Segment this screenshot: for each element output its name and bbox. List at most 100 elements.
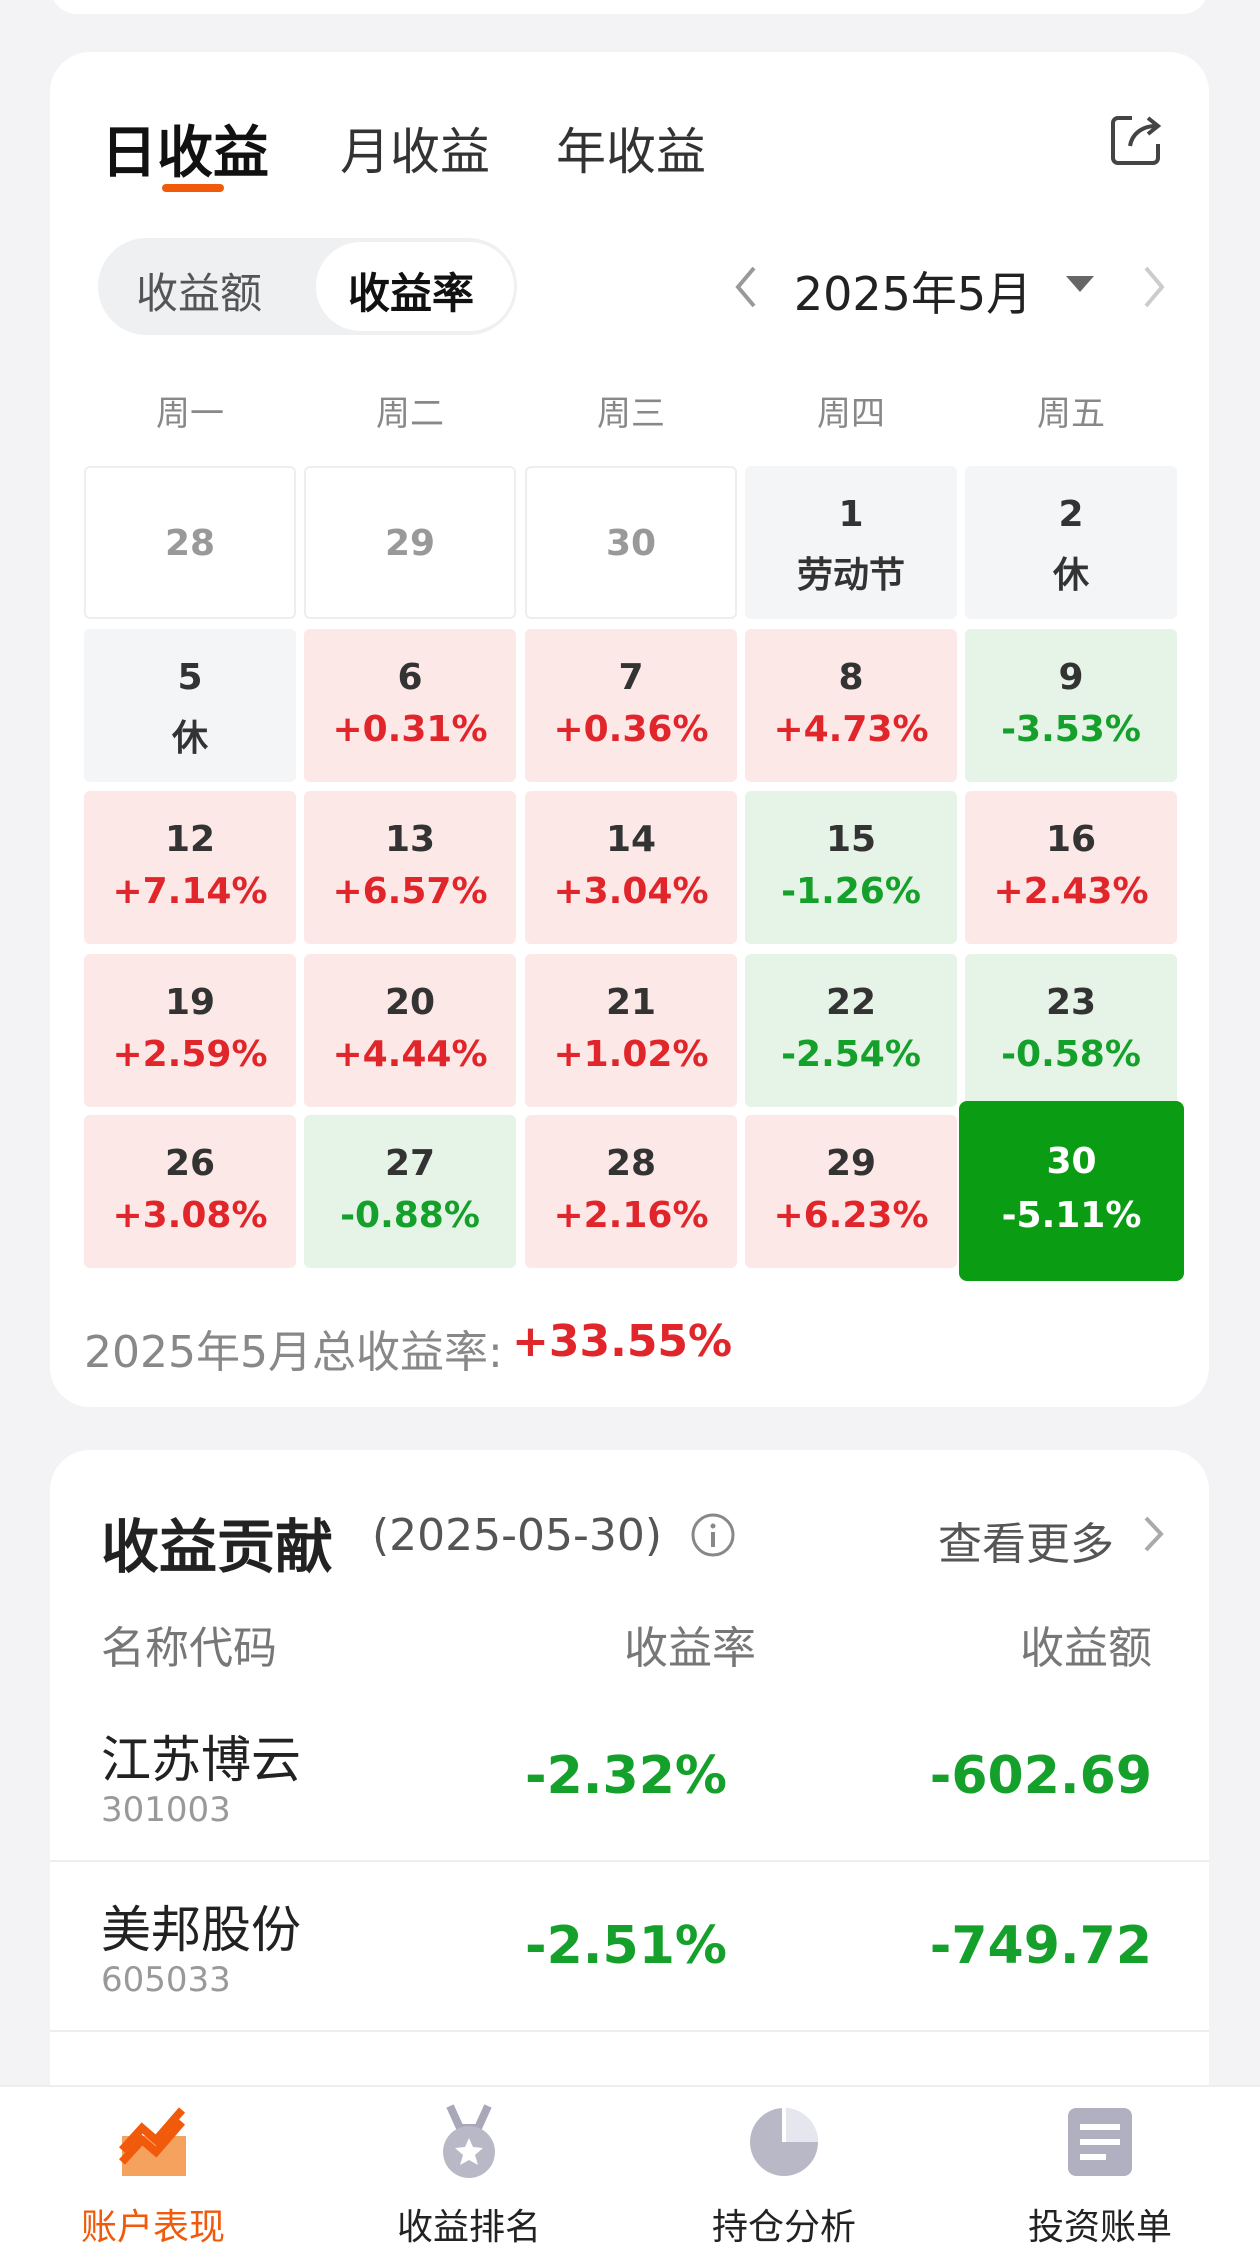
section-title: 收益贡献 xyxy=(101,1513,334,1581)
day-number: 6 xyxy=(397,657,423,698)
day-label: -3.53% xyxy=(1001,709,1141,750)
day-number: 28 xyxy=(605,1143,657,1184)
day-number: 5 xyxy=(177,657,203,698)
day-label: +7.14% xyxy=(112,871,268,912)
calendar-cell[interactable]: 1 劳动节 xyxy=(745,466,957,619)
calendar-cell[interactable]: 26 +3.08% xyxy=(84,1115,296,1268)
day-label: +0.31% xyxy=(332,709,488,750)
day-label: -0.88% xyxy=(340,1195,480,1236)
calendar-cell[interactable]: 20 +4.44% xyxy=(304,954,516,1107)
stock-code: 605033 xyxy=(101,1960,231,2000)
calendar-cell[interactable]: 14 +3.04% xyxy=(525,791,737,944)
stock-amount: -602.69 xyxy=(929,1746,1152,1806)
day-number: 21 xyxy=(605,982,657,1023)
contribution-card xyxy=(50,1450,1209,2150)
prev-month[interactable] xyxy=(732,264,760,310)
calendar-cell[interactable]: 27 -0.88% xyxy=(304,1115,516,1268)
toggle-option[interactable]: 收益额 xyxy=(135,269,263,318)
calendar-cell[interactable]: 9 -3.53% xyxy=(965,629,1177,782)
day-number: 14 xyxy=(605,819,657,860)
calendar-cell[interactable]: 7 +0.36% xyxy=(525,629,737,782)
day-number: 29 xyxy=(384,523,436,564)
nav-icon[interactable] xyxy=(748,2106,820,2178)
column-header: 名称代码 xyxy=(101,1623,277,1674)
day-label: +3.08% xyxy=(112,1195,268,1236)
calendar-cell[interactable]: 23 -0.58% xyxy=(965,954,1177,1107)
stock-rate: -2.51% xyxy=(525,1916,727,1976)
day-label: +6.57% xyxy=(332,871,488,912)
calendar-cell[interactable]: 29 +6.23% xyxy=(745,1115,957,1268)
more-link[interactable]: 查看更多 xyxy=(938,1519,1114,1570)
day-number: 22 xyxy=(825,982,877,1023)
day-label: +6.23% xyxy=(773,1195,929,1236)
calendar-cell[interactable]: 13 +6.57% xyxy=(304,791,516,944)
next-month[interactable] xyxy=(1140,264,1168,310)
info-icon[interactable] xyxy=(690,1512,736,1558)
tab[interactable]: 日收益 xyxy=(101,121,269,186)
month[interactable]: 2025年5月 xyxy=(793,267,1033,321)
day-label: +3.04% xyxy=(553,871,709,912)
nav-bar xyxy=(0,2085,1260,2262)
month-dropdown[interactable] xyxy=(1066,276,1094,294)
day-number: 7 xyxy=(618,657,644,698)
stock-code: 301003 xyxy=(101,1790,231,1830)
calendar-cell[interactable]: 29 xyxy=(304,466,516,619)
nav-label[interactable]: 持仓分析 xyxy=(711,2207,857,2248)
day-number: 29 xyxy=(825,1143,877,1184)
calendar-cell[interactable]: 21 +1.02% xyxy=(525,954,737,1107)
day-number: 28 xyxy=(164,523,216,564)
nav-label[interactable]: 投资账单 xyxy=(1027,2207,1173,2248)
day-number: 27 xyxy=(384,1143,436,1184)
calendar-cell[interactable]: 28 xyxy=(84,466,296,619)
nav-label[interactable]: 账户表现 xyxy=(80,2207,226,2248)
day-number: 12 xyxy=(164,819,216,860)
row-divider xyxy=(50,2030,1209,2032)
toggle-option[interactable]: 收益率 xyxy=(347,269,475,318)
day-number: 23 xyxy=(1045,982,1097,1023)
day-label: +2.59% xyxy=(112,1034,268,1075)
calendar-cell[interactable]: 8 +4.73% xyxy=(745,629,957,782)
more-chevron[interactable] xyxy=(1142,1514,1166,1554)
day-label: +4.44% xyxy=(332,1034,488,1075)
day-number: 20 xyxy=(384,982,436,1023)
nav-icon[interactable] xyxy=(1066,2106,1134,2178)
calendar-cell[interactable]: 16 +2.43% xyxy=(965,791,1177,944)
calendar-cell[interactable]: 12 +7.14% xyxy=(84,791,296,944)
stock-name[interactable]: 美邦股份 xyxy=(101,1901,301,1959)
share-icon[interactable] xyxy=(1108,112,1164,168)
column-header: 收益率 xyxy=(624,1623,756,1674)
stock-name[interactable]: 江苏博云 xyxy=(101,1731,301,1789)
calendar-cell[interactable]: 22 -2.54% xyxy=(745,954,957,1107)
day-label: -5.11% xyxy=(1001,1195,1142,1236)
calendar-cell[interactable]: 19 +2.59% xyxy=(84,954,296,1107)
summary-label: 2025年5月总收益率: xyxy=(84,1327,503,1378)
stock-amount: -749.72 xyxy=(929,1916,1152,1976)
day-number: 9 xyxy=(1058,657,1084,698)
day-label: 劳动节 xyxy=(796,555,905,596)
calendar-cell[interactable]: 28 +2.16% xyxy=(525,1115,737,1268)
day-label: +2.16% xyxy=(553,1195,709,1236)
calendar-cell[interactable]: 6 +0.31% xyxy=(304,629,516,782)
day-number: 30 xyxy=(605,523,657,564)
stock-rate: -2.32% xyxy=(525,1746,727,1806)
calendar-cell[interactable]: 30 xyxy=(525,466,737,619)
day-number: 1 xyxy=(838,494,864,535)
tab[interactable]: 年收益 xyxy=(556,123,706,181)
weekday: 周二 xyxy=(376,394,444,434)
day-number: 8 xyxy=(838,657,864,698)
nav-label[interactable]: 收益排名 xyxy=(396,2207,542,2248)
calendar-cell[interactable]: 30 -5.11% xyxy=(959,1101,1184,1281)
tab[interactable]: 月收益 xyxy=(340,123,490,181)
day-number: 16 xyxy=(1045,819,1097,860)
weekday: 周四 xyxy=(817,394,885,434)
nav-icon[interactable] xyxy=(436,2104,502,2180)
tab-underline xyxy=(162,184,224,192)
day-label: -0.58% xyxy=(1001,1034,1141,1075)
top-card xyxy=(50,0,1209,14)
day-number: 2 xyxy=(1058,494,1084,535)
nav-icon[interactable] xyxy=(118,2106,190,2178)
calendar-cell[interactable]: 15 -1.26% xyxy=(745,791,957,944)
